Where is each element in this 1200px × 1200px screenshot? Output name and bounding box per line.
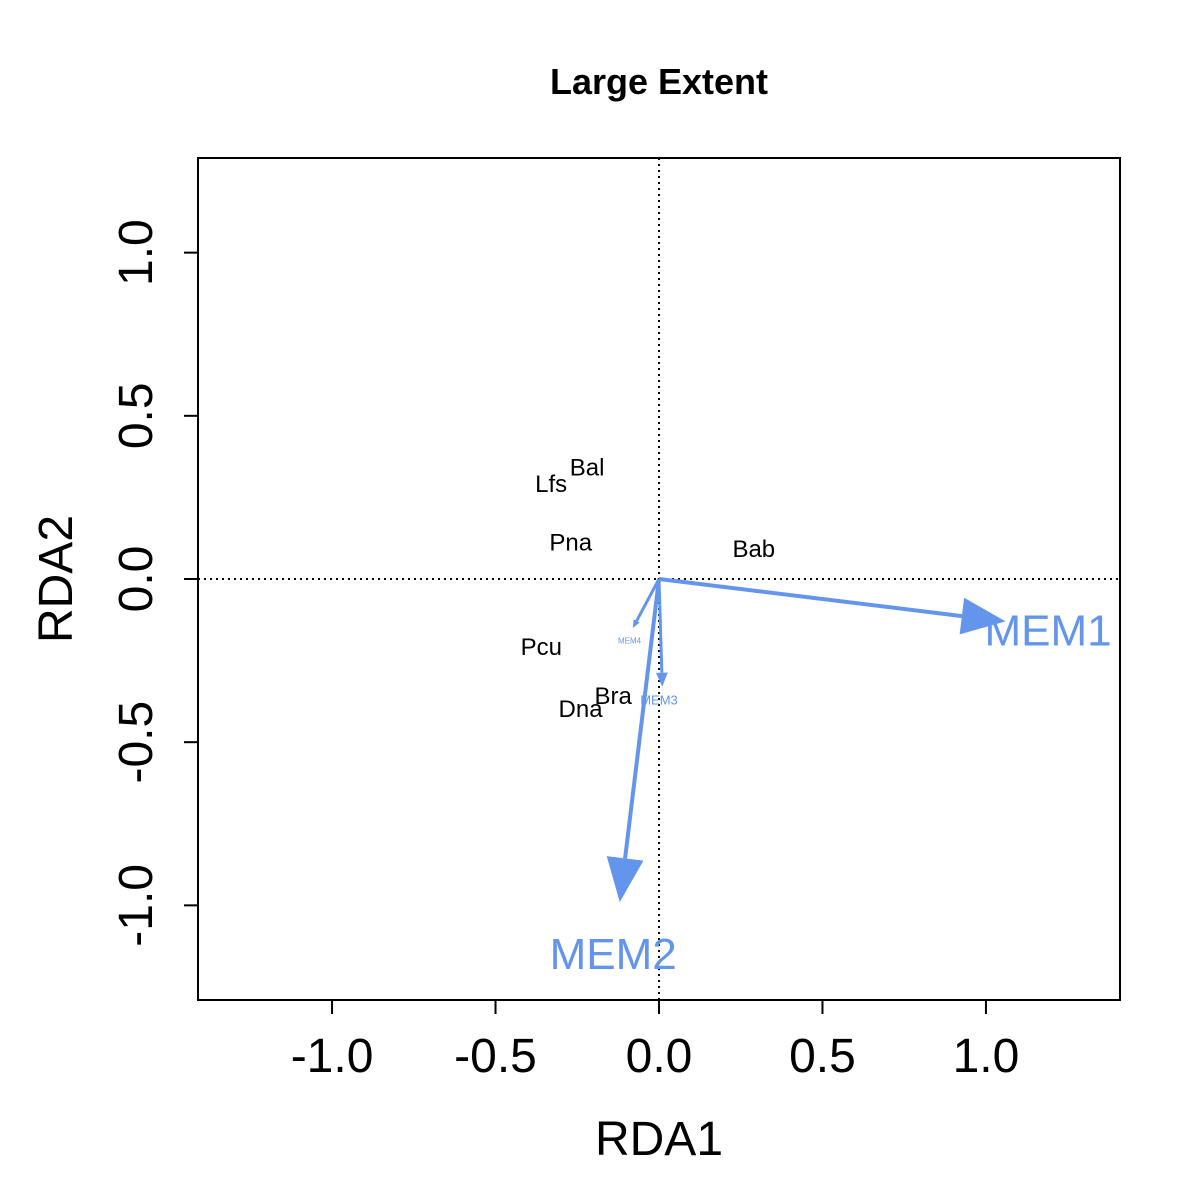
y-axis-title: RDA2 — [30, 515, 83, 643]
mem3-label: MEM3 — [640, 692, 678, 707]
species-label-pna: Pna — [549, 530, 592, 557]
x-axis-title: RDA1 — [595, 1113, 723, 1166]
species-label-bra: Bra — [595, 683, 633, 710]
species-label-lfs: Lfs — [535, 471, 567, 498]
chart-title: Large Extent — [550, 61, 768, 102]
constraint-vectors: MEM1 MEM2 MEM3 MEM4 — [550, 577, 1112, 979]
mem3-arrow-shaft — [657, 578, 664, 673]
mem2-arrow-shaft — [623, 578, 661, 859]
y-tick-label: -0.5 — [110, 701, 163, 784]
x-tick-label: 0.0 — [626, 1030, 693, 1083]
y-tick-label: -1.0 — [110, 864, 163, 947]
mem1-arrow-shaft — [658, 577, 963, 619]
y-axis: -1.0 -0.5 0.0 0.5 1.0 — [110, 219, 198, 947]
y-tick-label: 0.0 — [110, 546, 163, 613]
x-tick-label: -0.5 — [454, 1030, 537, 1083]
mem2-label: MEM2 — [550, 930, 677, 979]
mem4-arrow-shaft — [635, 578, 661, 622]
x-tick-label: -1.0 — [291, 1030, 374, 1083]
x-axis: -1.0 -0.5 0.0 0.5 1.0 — [291, 1000, 1020, 1083]
species-label-pcu: Pcu — [521, 634, 562, 661]
mem2-arrow-head — [606, 856, 644, 903]
mem4-label: MEM4 — [618, 637, 642, 646]
mem1-label: MEM1 — [985, 607, 1112, 656]
species-label-dna: Dna — [559, 696, 604, 723]
x-tick-label: 0.5 — [789, 1030, 856, 1083]
y-tick-label: 0.5 — [110, 382, 163, 449]
x-tick-label: 1.0 — [953, 1030, 1020, 1083]
mem1-arrow-head — [959, 597, 1006, 635]
mem3-arrow-head — [655, 672, 668, 687]
y-tick-label: 1.0 — [110, 219, 163, 286]
species-label-bab: Bab — [732, 536, 775, 563]
mem4-arrow-head — [632, 619, 640, 628]
species-label-bal: Bal — [570, 455, 605, 482]
